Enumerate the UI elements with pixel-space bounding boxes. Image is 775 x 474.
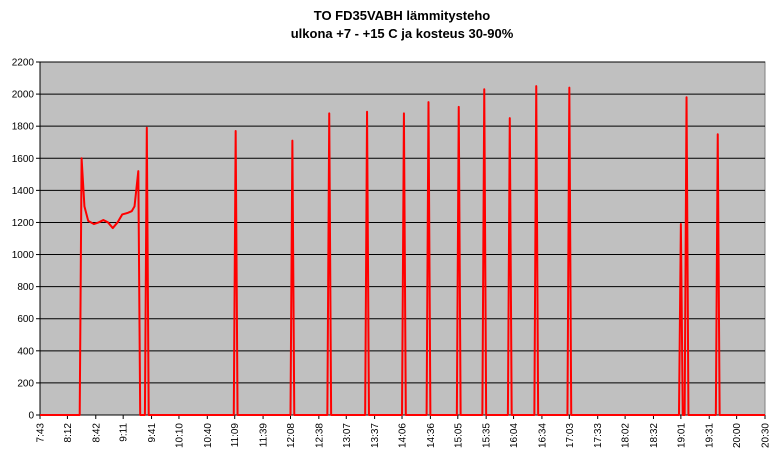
x-tick-label: 20:00 — [732, 423, 743, 448]
x-tick-label: 16:04 — [509, 423, 520, 448]
x-tick-label: 11:39 — [259, 423, 270, 448]
x-tick-label: 18:32 — [649, 423, 660, 448]
y-tick-label: 400 — [17, 346, 34, 357]
y-tick-label: 800 — [17, 282, 34, 293]
x-tick-label: 10:10 — [174, 423, 185, 448]
x-tick-label: 12:08 — [286, 423, 297, 448]
x-tick-label: 13:07 — [342, 423, 353, 448]
x-tick-label: 11:09 — [230, 423, 241, 448]
y-tick-label: 1600 — [12, 154, 35, 165]
y-tick-label: 1200 — [12, 218, 35, 229]
x-tick-label: 18:02 — [621, 423, 632, 448]
x-tick-label: 16:34 — [537, 423, 548, 448]
y-tick-label: 2000 — [12, 90, 35, 101]
x-tick-label: 14:06 — [398, 423, 409, 448]
y-tick-label: 1800 — [12, 122, 35, 133]
y-tick-label: 200 — [17, 378, 34, 389]
data-line — [40, 85, 765, 416]
x-tick-label: 15:35 — [482, 423, 493, 448]
y-tick-label: 2200 — [12, 58, 35, 69]
y-tick-label: 600 — [17, 314, 34, 325]
x-tick-label: 10:40 — [203, 423, 214, 448]
x-tick-label: 7:43 — [36, 423, 47, 443]
chart-subtitle: ulkona +7 - +15 C ja kosteus 30-90% — [291, 26, 514, 41]
x-tick-label: 17:03 — [565, 423, 576, 448]
x-tick-label: 14:36 — [426, 423, 437, 448]
y-tick-label: 1000 — [12, 250, 35, 261]
x-tick-label: 15:05 — [453, 423, 464, 448]
x-tick-label: 19:01 — [676, 423, 687, 448]
y-tick-label: 1400 — [12, 186, 35, 197]
x-tick-label: 19:31 — [705, 423, 716, 448]
chart-title: TO FD35VABH lämmitysteho — [314, 8, 491, 23]
x-tick-label: 12:38 — [314, 423, 325, 448]
x-tick-label: 17:33 — [593, 423, 604, 448]
x-tick-label: 9:41 — [147, 423, 158, 443]
y-tick-label: 0 — [28, 411, 34, 422]
x-tick-label: 13:37 — [370, 423, 381, 448]
x-tick-label: 8:12 — [63, 423, 74, 443]
x-tick-label: 20:30 — [761, 423, 772, 448]
x-tick-label: 9:11 — [119, 423, 130, 442]
x-tick-label: 8:42 — [91, 423, 102, 443]
